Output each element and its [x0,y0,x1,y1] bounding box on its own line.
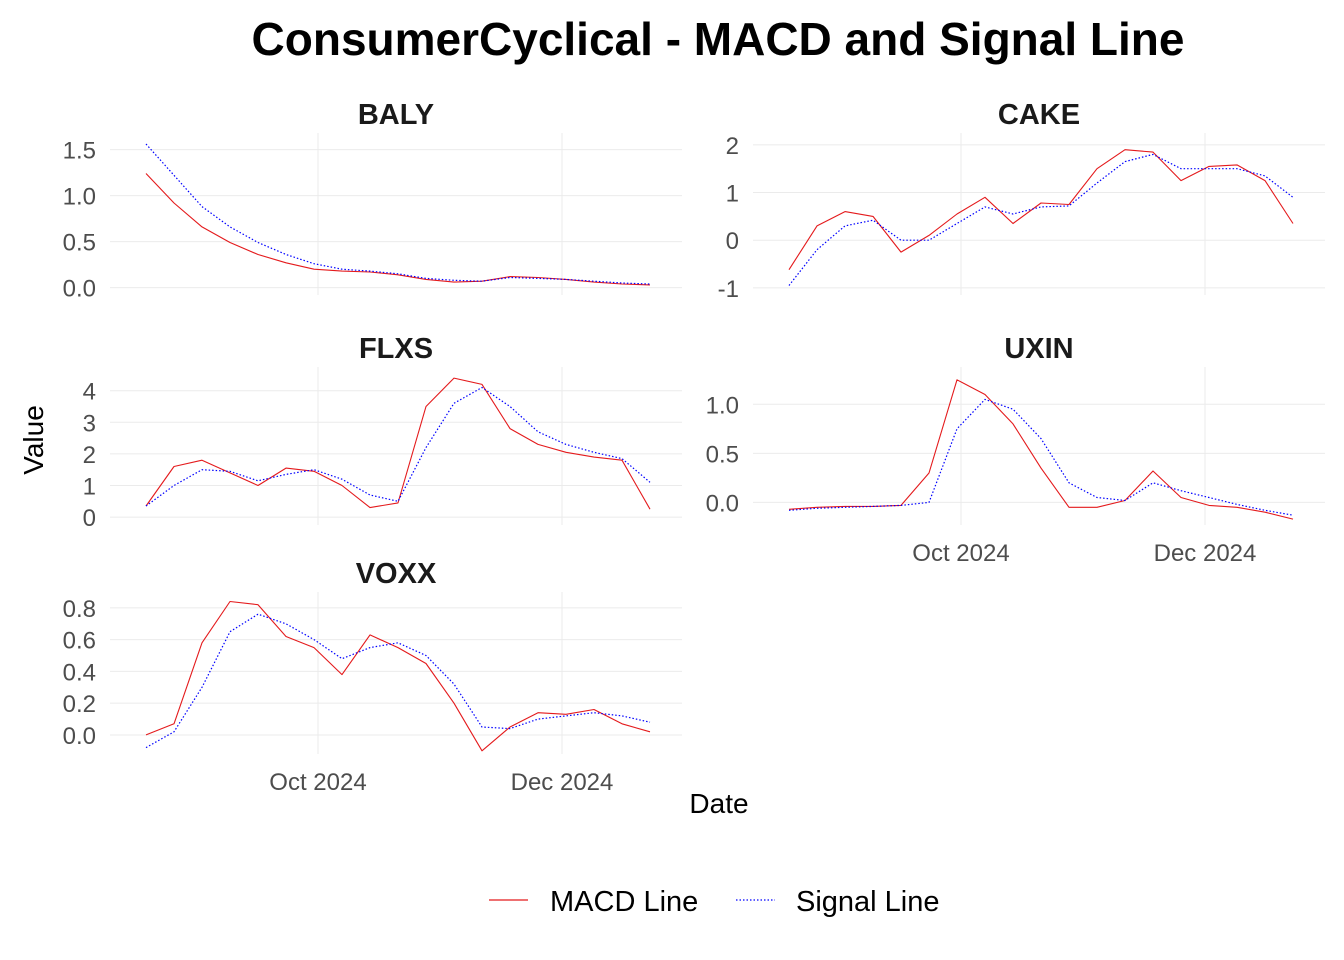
panel-voxx: VOXX Oct 2024 Dec 2024 0.0 0.2 0.4 0.6 0.8 [63,558,682,796]
panel-title-baly: BALY [358,99,434,131]
x-axis-title: Date [689,788,748,819]
y-tick-label: 1.5 [63,138,96,165]
series-line-signal-baly [145,143,651,285]
y-tick-label: 0.0 [63,276,96,303]
series-line-signal-flxs [145,386,651,507]
series-line-signal-cake [788,153,1294,286]
x-tick-label: Dec 2024 [1154,540,1257,567]
panel-uxin: UXIN Oct 2024 Dec 2024 0.0 0.5 1.0 [706,333,1325,567]
series-line-macd-voxx [145,600,651,752]
panel-cake: CAKE -1 0 1 2 [718,99,1325,303]
panel-title-uxin: UXIN [1004,333,1073,365]
panel-title-voxx: VOXX [356,558,437,590]
series-line-signal-uxin [788,398,1294,516]
y-tick-label: 1 [83,474,96,501]
series-line-macd-uxin [788,379,1294,520]
series-line-macd-baly [145,173,651,286]
y-tick-label: 0 [726,228,739,255]
y-tick-label: 0.0 [706,490,739,517]
legend-label-macd-line: MACD Line [550,886,698,918]
panel-baly: BALY 0.0 0.5 1.0 1.5 [63,99,682,303]
legend: MACD Line Signal Line [489,886,940,918]
x-tick-label: Dec 2024 [511,769,614,796]
legend-label-signal-line: Signal Line [796,886,940,918]
panel-title-flxs: FLXS [359,333,433,365]
y-tick-label: 0.0 [63,723,96,750]
y-tick-label: 0.8 [63,596,96,623]
y-tick-label: 4 [83,379,96,406]
panel-title-cake: CAKE [998,99,1080,131]
series-line-macd-cake [788,149,1294,270]
facet-panels: BALY 0.0 0.5 1.0 1.5 CAKE -1 0 1 2 FLXS 0 1 2 3 4 UXIN Oc… [63,99,1325,796]
y-tick-label: 0 [83,505,96,532]
y-tick-label: -1 [718,276,739,303]
chart-title: ConsumerCyclical - MACD and Signal Line [252,13,1185,65]
series-line-signal-voxx [145,613,651,749]
x-tick-label: Oct 2024 [269,769,366,796]
y-axis-title: Value [18,405,49,475]
panel-flxs: FLXS 0 1 2 3 4 [83,333,682,532]
y-tick-label: 1.0 [706,392,739,419]
y-tick-label: 0.5 [706,441,739,468]
y-tick-label: 3 [83,410,96,437]
y-tick-label: 2 [726,133,739,160]
y-tick-label: 0.6 [63,628,96,655]
y-tick-label: 0.2 [63,691,96,718]
y-tick-label: 0.4 [63,659,96,686]
y-tick-label: 1 [726,181,739,208]
y-tick-label: 1.0 [63,184,96,211]
y-tick-label: 2 [83,442,96,469]
x-tick-label: Oct 2024 [912,540,1009,567]
series-line-macd-flxs [145,377,651,510]
y-tick-label: 0.5 [63,230,96,257]
